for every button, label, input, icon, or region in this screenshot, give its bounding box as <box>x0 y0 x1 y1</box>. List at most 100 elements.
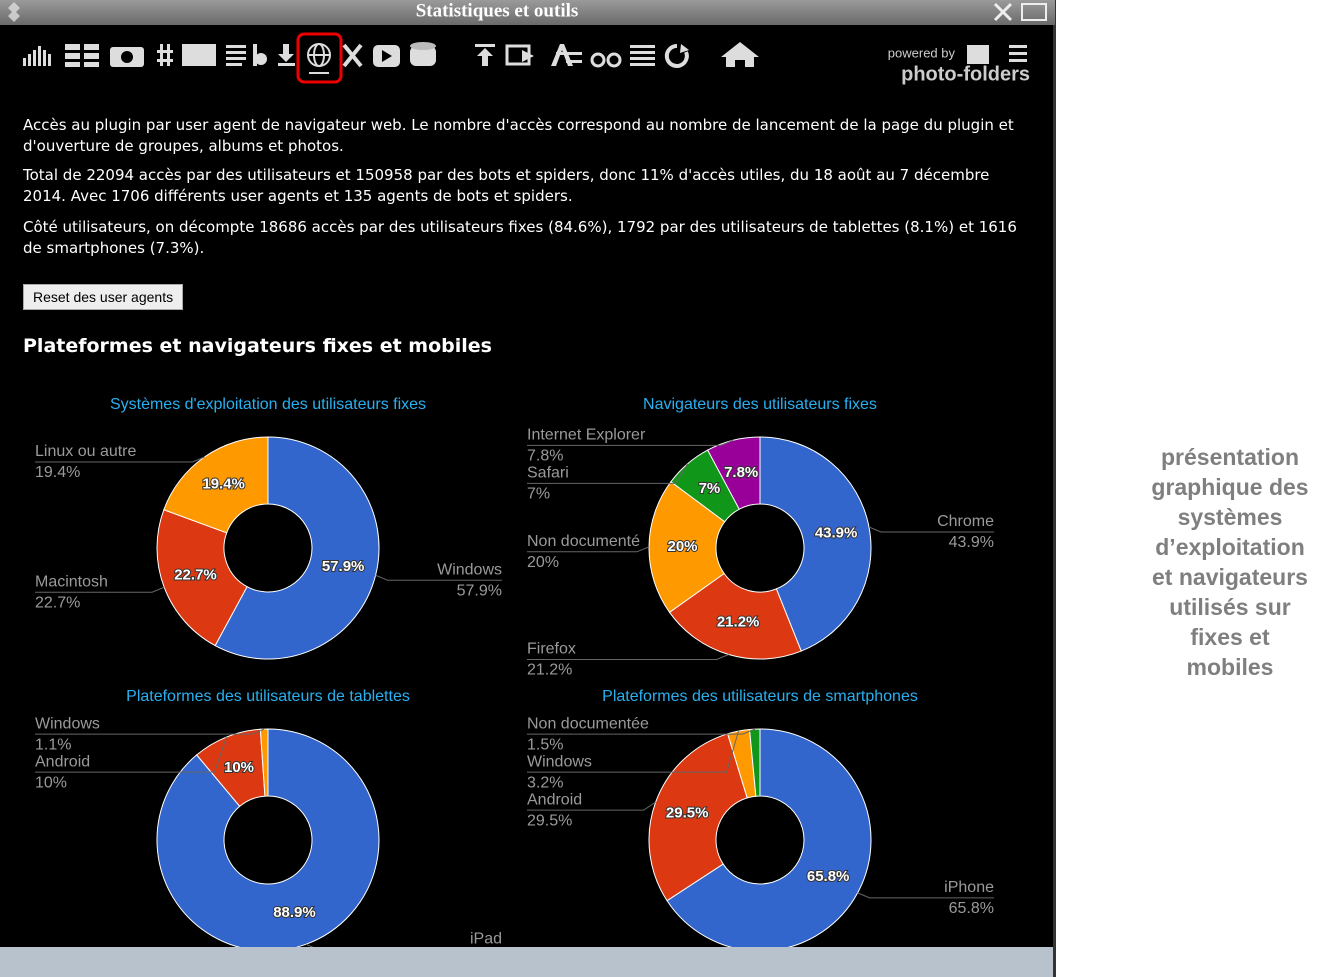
leader-line <box>857 892 994 899</box>
chart-title: Plateformes des utilisateurs de smartpho… <box>602 688 918 705</box>
legend-label: Non documenté <box>527 533 640 550</box>
leader-line <box>35 728 265 735</box>
pie-slice <box>648 481 726 614</box>
legend-value: 20% <box>527 554 559 571</box>
background-strip <box>0 947 1053 977</box>
legend-label: iPad <box>470 931 502 948</box>
section-heading: Plateformes et navigateurs fixes et mobi… <box>23 335 492 357</box>
font-icon[interactable] <box>551 44 582 66</box>
legend-label: Linux ou autre <box>35 443 137 460</box>
legend-label: Windows <box>527 753 592 770</box>
pie-slice <box>214 436 380 660</box>
pie-slice <box>749 728 761 797</box>
legend-label: Safari <box>527 465 569 482</box>
download-icon[interactable] <box>278 44 295 66</box>
slice-label: 57.9% <box>322 558 365 575</box>
slice-label: 20% <box>667 538 697 555</box>
pie-slice <box>156 509 248 647</box>
slice-label: 19.4% <box>202 475 245 492</box>
slice-label: 43.9% <box>815 524 858 541</box>
video-icon[interactable] <box>373 45 400 67</box>
paragraph: Total de 22094 accès par des utilisateur… <box>23 166 990 205</box>
legend-value: 10% <box>35 774 67 791</box>
annotation: graphique des <box>1151 474 1308 500</box>
close-button[interactable] <box>993 2 1013 22</box>
legend-value: 1.1% <box>35 736 71 753</box>
legend-value: 7.8% <box>527 448 563 465</box>
stats-icon[interactable] <box>23 46 51 66</box>
legend-value: 3.2% <box>527 774 563 791</box>
slice-label: 29.5% <box>666 804 709 821</box>
leader-line <box>375 574 502 581</box>
leader-line <box>35 736 227 773</box>
pie-slice <box>707 436 761 510</box>
annotation: et navigateurs <box>1152 564 1308 590</box>
maximize-button[interactable] <box>1021 3 1047 21</box>
hash-icon[interactable] <box>157 44 173 66</box>
annotation: d’exploitation <box>1155 534 1305 560</box>
chart-title: Systèmes d'exploitation des utilisateurs… <box>110 396 426 413</box>
legend-label: Chrome <box>937 513 994 530</box>
window-edge <box>1053 0 1056 977</box>
legend-label: Non documentée <box>527 715 649 732</box>
delete-icon[interactable] <box>342 43 363 68</box>
legend-value: 1.5% <box>527 736 563 753</box>
title-bar <box>0 0 1055 25</box>
legend-value: 57.9% <box>457 582 502 599</box>
text-icon[interactable] <box>226 44 267 66</box>
legend-label: iPhone <box>944 879 994 896</box>
home-icon[interactable] <box>721 42 759 67</box>
upload-icon[interactable] <box>475 44 495 66</box>
toolbar <box>23 32 759 84</box>
slice-label: 7.8% <box>724 464 758 481</box>
powered-by: powered by <box>888 45 956 60</box>
camera-icon[interactable] <box>110 47 144 67</box>
pie-slice <box>156 728 380 952</box>
active-tab-highlight <box>296 32 343 84</box>
leader-line <box>868 526 994 533</box>
leader-line <box>527 654 729 660</box>
leader-line <box>35 586 165 593</box>
legend-value: 21.2% <box>527 662 572 679</box>
legend-value: 29.5% <box>527 812 572 829</box>
accent-icon[interactable] <box>590 52 622 68</box>
pie-slice <box>163 436 269 534</box>
globe-icon[interactable] <box>307 43 331 74</box>
legend-label: Android <box>527 791 582 808</box>
slice-label: 22.7% <box>174 566 217 583</box>
chart-title: Plateformes des utilisateurs de tablette… <box>126 688 410 705</box>
leader-line <box>527 546 650 553</box>
annotation: systèmes <box>1178 504 1283 530</box>
legend-label: Windows <box>35 715 100 732</box>
brand-logo <box>967 45 1027 64</box>
pie-slice <box>759 436 872 652</box>
export-icon[interactable] <box>505 44 534 66</box>
list-icon[interactable] <box>630 45 655 66</box>
legend-value: 43.9% <box>949 534 994 551</box>
legend-label: Android <box>35 753 90 770</box>
legend-label: Windows <box>437 561 502 578</box>
refresh-icon[interactable] <box>664 43 689 68</box>
legend-value: 22.7% <box>35 594 80 611</box>
legend-value: 19.4% <box>35 464 80 481</box>
annotation: utilisés sur <box>1169 594 1290 620</box>
paragraph: Côté utilisateurs, on décompte 18686 acc… <box>23 218 1017 257</box>
slice-label: 88.9% <box>273 904 316 921</box>
annotation: présentation <box>1161 444 1299 470</box>
leader-line <box>527 439 734 446</box>
leader-line <box>527 801 656 811</box>
slice-label: 10% <box>224 759 254 776</box>
leader-line <box>527 730 739 773</box>
brand-name: photo-folders <box>901 63 1030 85</box>
database-icon[interactable] <box>410 42 436 66</box>
pie-slice <box>648 733 748 902</box>
move-handle[interactable] <box>8 2 20 22</box>
reset-button[interactable]: Reset des user agents <box>23 284 184 310</box>
table-icon[interactable] <box>182 44 216 66</box>
legend-label: Macintosh <box>35 573 108 590</box>
slice-label: 65.8% <box>807 868 850 885</box>
grid-icon[interactable] <box>65 44 99 67</box>
legend-label: Firefox <box>527 641 576 658</box>
